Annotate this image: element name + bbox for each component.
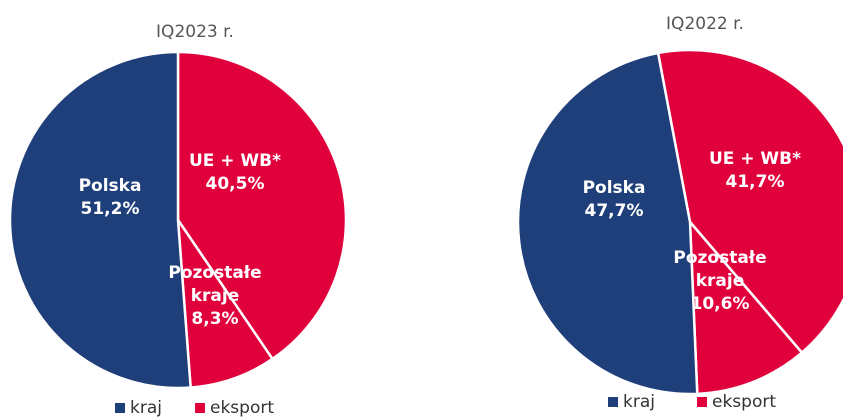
slice-label: Pozostałe kraje 8,3% (160, 262, 270, 331)
slice-value: 10,6% (690, 294, 750, 314)
slice-value: 51,2% (80, 199, 140, 219)
slice-name: Pozostałe kraje (673, 248, 767, 291)
slice-name: Polska (582, 178, 646, 198)
legend-swatch (697, 397, 707, 407)
slice-value: 8,3% (191, 309, 239, 329)
legend-item: kraj (608, 392, 655, 412)
legend-swatch (608, 397, 618, 407)
slice-value: 47,7% (584, 201, 644, 221)
slice-label: UE + WB* 40,5% (180, 150, 290, 196)
legend-text: eksport (712, 392, 777, 412)
legend-swatch (195, 403, 205, 413)
legend-text: eksport (210, 398, 275, 418)
pie-slice (176, 215, 275, 389)
pie-slice (8, 50, 192, 390)
chart-title: IQ2023 r. (156, 22, 234, 42)
legend-item: eksport (697, 392, 776, 412)
slice-label: UE + WB* 41,7% (700, 148, 810, 194)
chart-title: IQ2022 r. (666, 14, 744, 34)
legend-swatch (115, 403, 125, 413)
slice-label: Pozostałe kraje 10,6% (665, 247, 775, 316)
slice-name: Polska (78, 176, 142, 196)
slice-label: Polska 47,7% (559, 177, 669, 223)
slice-name: UE + WB* (708, 149, 802, 169)
legend-text: kraj (130, 398, 162, 418)
pie-slice (656, 48, 843, 355)
legend-item: eksport (195, 398, 274, 418)
legend-item: kraj (115, 398, 162, 418)
slice-value: 41,7% (725, 172, 785, 192)
slice-name: Pozostałe kraje (168, 263, 262, 306)
pie-slice (516, 51, 699, 396)
pie-slice (176, 50, 348, 361)
slice-label: Polska 51,2% (55, 175, 165, 221)
slice-name: UE + WB* (188, 151, 282, 171)
slice-value: 40,5% (205, 174, 265, 194)
legend-text: kraj (623, 392, 655, 412)
pie-slice (688, 218, 804, 396)
